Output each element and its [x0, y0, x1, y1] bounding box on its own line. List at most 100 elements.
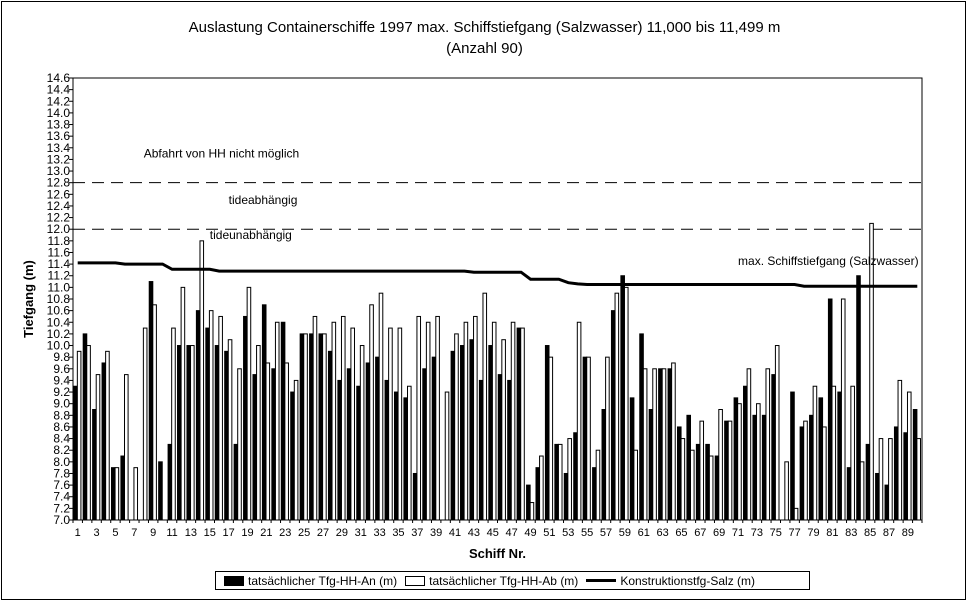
y-tick-label: 7.8: [53, 466, 70, 480]
x-tick-label: 51: [543, 527, 555, 539]
bar-ab: [274, 321, 280, 521]
bar-ab: [331, 321, 337, 521]
y-tick-label: 13.6: [47, 129, 71, 143]
bar-an: [375, 356, 380, 521]
legend-swatch-filled: [224, 575, 244, 586]
bar-an: [752, 414, 758, 521]
x-tick-label: 55: [581, 527, 593, 539]
bar-an: [327, 350, 333, 521]
y-tick-label: 12.0: [47, 222, 71, 236]
x-tick-label: 75: [770, 527, 782, 539]
bar-ab: [567, 438, 572, 521]
x-tick-label: 85: [864, 527, 876, 539]
bar-ab: [850, 385, 855, 521]
legend-label-konstruktion: Konstruktionstfg-Salz (m): [620, 573, 756, 588]
legend-item-ab: tatsächlicher Tfg-HH-Ab (m): [405, 574, 578, 588]
bar-an: [271, 368, 276, 521]
bar-ab: [803, 420, 808, 521]
bar-an: [478, 379, 484, 521]
bar-ab: [859, 461, 865, 521]
bar-ab: [671, 362, 676, 521]
bar-an: [648, 409, 654, 521]
bar-ab: [114, 467, 120, 521]
bar-ab: [812, 385, 818, 521]
bar-ab: [340, 315, 346, 521]
bar-ab: [284, 362, 289, 521]
bar-ab: [822, 426, 827, 521]
bar-an: [195, 310, 201, 521]
bar-an: [743, 385, 748, 521]
bar-an: [422, 368, 427, 521]
bar-ab: [312, 315, 318, 521]
legend-item-an: tatsächlicher Tfg-HH-An (m): [224, 574, 397, 588]
chart-annotation: tideunabhängig: [210, 228, 292, 242]
chart-annotation: Abfahrt von HH nicht möglich: [144, 147, 299, 161]
bar-an: [856, 275, 861, 521]
y-tick-label: 7.4: [53, 490, 70, 504]
y-tick-label: 9.8: [53, 350, 70, 364]
x-tick-label: 11: [166, 527, 177, 539]
bar-ab: [322, 333, 327, 521]
bar-an: [629, 397, 635, 521]
bar-an: [686, 414, 692, 521]
bar-ab: [105, 350, 110, 521]
bar-ab: [76, 350, 82, 521]
bar-an: [186, 345, 192, 521]
bar-an: [299, 333, 305, 521]
x-tick-label: 15: [204, 527, 216, 539]
y-tick-label: 7.2: [53, 501, 70, 515]
bar-ab: [227, 339, 233, 521]
bar-ab: [246, 286, 252, 521]
bar-ab: [425, 321, 431, 521]
bar-an: [356, 385, 361, 521]
y-tick-label: 8.6: [53, 420, 70, 434]
y-tick-label: 13.4: [47, 141, 71, 155]
bar-ab: [774, 345, 780, 521]
bar-ab: [407, 385, 412, 521]
y-tick-label: 14.0: [47, 106, 71, 120]
bar-ab: [831, 385, 837, 521]
chart-subtitle: (Anzahl 90): [446, 40, 523, 57]
bar-an: [450, 350, 456, 521]
bar-an: [280, 321, 286, 521]
bar-ab: [171, 327, 176, 521]
y-tick-label: 9.4: [53, 373, 70, 387]
bar-ab: [897, 379, 903, 521]
x-tick-label: 87: [883, 527, 895, 539]
y-tick-label: 10.4: [47, 315, 71, 329]
x-tick-label: 1: [75, 527, 81, 539]
chart-annotation: max. Schiffstiefgang (Salzwasser): [738, 254, 919, 268]
bar-an: [318, 333, 324, 521]
x-tick-label: 35: [392, 527, 404, 539]
y-tick-label: 14.4: [47, 83, 71, 97]
x-tick-label: 39: [430, 527, 442, 539]
bar-an: [884, 484, 890, 521]
bar-ab: [491, 321, 497, 521]
bar-ab: [548, 356, 554, 521]
y-tick-label: 10.6: [47, 304, 71, 318]
x-tick-label: 41: [449, 527, 461, 539]
y-tick-label: 11.6: [48, 245, 71, 259]
bar-ab: [350, 327, 355, 521]
bar-an: [148, 281, 154, 521]
x-tick-label: 9: [150, 527, 156, 539]
bar-ab: [416, 315, 422, 521]
bar-ab: [906, 391, 912, 521]
legend-item-konstruktion: Konstruktionstfg-Salz (m): [586, 574, 755, 588]
bar-an: [82, 333, 88, 521]
bar-an: [403, 397, 409, 521]
bar-ab: [586, 356, 591, 521]
x-tick-label: 73: [751, 527, 763, 539]
bar-an: [761, 414, 767, 521]
bar-an: [346, 368, 352, 521]
bar-ab: [473, 315, 478, 521]
bar-an: [573, 432, 578, 521]
bar-ab: [199, 240, 205, 521]
bar-ab: [435, 315, 440, 521]
bar-ab: [699, 420, 705, 521]
bar-an: [384, 379, 390, 521]
bar-ab: [378, 292, 384, 521]
bar-ab: [888, 438, 893, 521]
bar-ab: [520, 327, 525, 521]
